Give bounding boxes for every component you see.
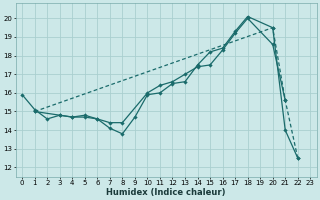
- X-axis label: Humidex (Indice chaleur): Humidex (Indice chaleur): [107, 188, 226, 197]
